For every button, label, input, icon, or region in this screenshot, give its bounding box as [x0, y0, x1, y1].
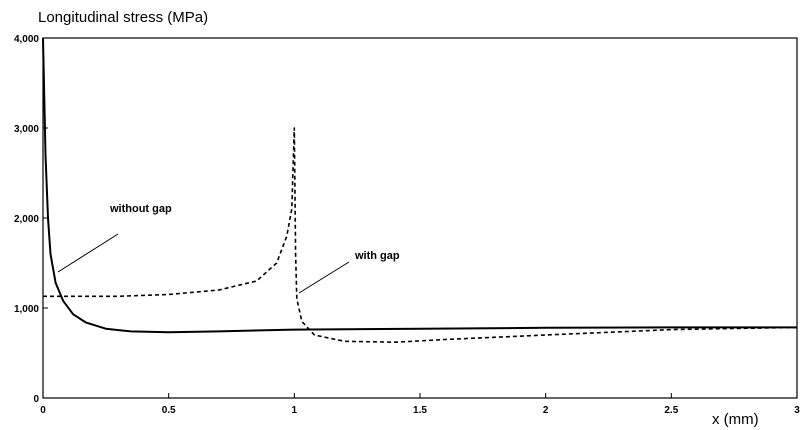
plot-frame	[42, 37, 798, 399]
y-tick-label: 4,000	[14, 34, 39, 45]
annotations: without gap with gap	[57, 203, 400, 294]
series-line-with-gap	[43, 127, 798, 343]
annotation-leader	[298, 261, 350, 294]
x-tick-label: 2	[543, 405, 549, 416]
x-tick-label: 2.5	[664, 405, 678, 416]
y-tick-label: 2,000	[14, 214, 39, 225]
x-tick-label: 0	[40, 405, 46, 416]
x-tick-label: 1	[292, 405, 298, 416]
series-line-without-gap	[42, 37, 797, 334]
x-tick-label: 3	[794, 405, 800, 416]
series-layer	[42, 37, 798, 343]
annotation-label: with gap	[354, 250, 400, 262]
axes: 0 0.5 1 1.5 2 2.5 3 0 1,000 2,000 3,000 4,000	[14, 34, 800, 416]
x-tick-label: 0.5	[162, 405, 176, 416]
x-axis-title: x (mm)	[712, 411, 759, 428]
x-tick-label: 1.5	[413, 405, 427, 416]
annotation-label: without gap	[109, 203, 172, 215]
y-tick-label: 0	[33, 394, 39, 405]
annotation-leader	[57, 233, 119, 273]
y-tick-label: 3,000	[14, 124, 39, 135]
y-axis-title: Longitudinal stress (MPa)	[38, 9, 208, 26]
y-tick-label: 1,000	[14, 304, 39, 315]
